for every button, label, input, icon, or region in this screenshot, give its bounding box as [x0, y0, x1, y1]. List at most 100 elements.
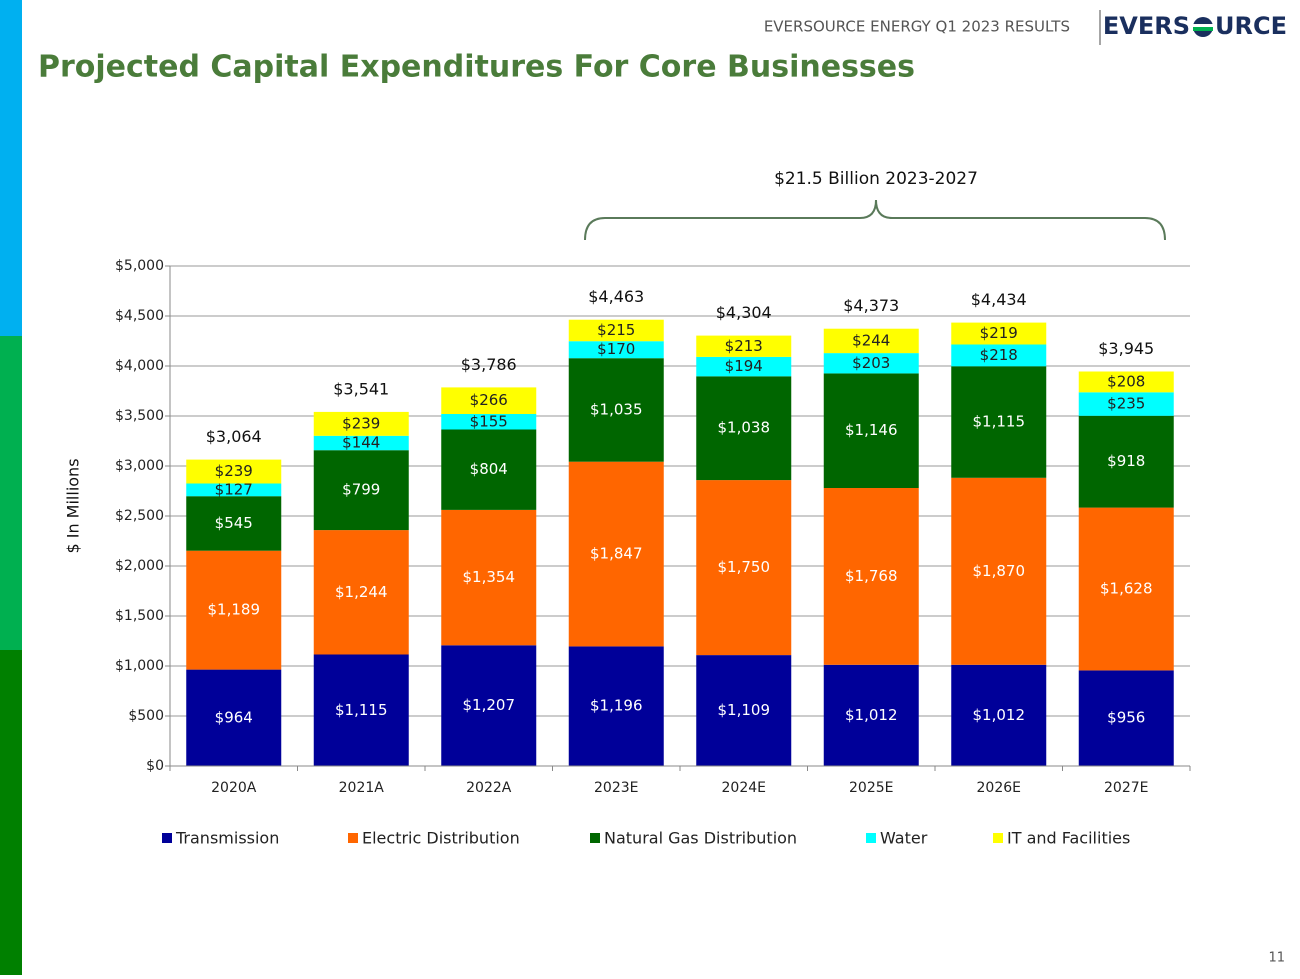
data-label: $203 — [852, 354, 890, 372]
data-label: $964 — [215, 708, 253, 726]
y-axis-label: $ In Millions — [64, 458, 83, 553]
bar-segment — [823, 328, 919, 354]
x-tick-label: 2025E — [849, 780, 893, 796]
bar-segment — [186, 550, 282, 670]
stripe-dark-green — [0, 650, 22, 975]
data-label: $194 — [725, 357, 763, 375]
data-label: $235 — [1107, 395, 1145, 413]
x-tick-label: 2027E — [1104, 780, 1148, 796]
total-label: $4,463 — [588, 287, 644, 306]
bar-segment — [186, 483, 282, 497]
legend-label: Natural Gas Distribution — [604, 829, 797, 848]
data-label: $266 — [470, 391, 508, 409]
logo-icon — [1192, 17, 1214, 37]
y-tick-label: $1,500 — [115, 608, 164, 624]
total-label: $3,064 — [206, 427, 262, 446]
y-tick-label: $1,000 — [115, 658, 164, 674]
data-label: $215 — [597, 321, 635, 339]
page-number: 11 — [1268, 951, 1285, 966]
y-tick-label: $2,500 — [115, 508, 164, 524]
bar-segment — [823, 664, 919, 766]
data-label: $1,244 — [335, 583, 388, 601]
data-label: $1,196 — [590, 697, 643, 715]
bar-segment — [1078, 507, 1174, 671]
legend-label: IT and Facilities — [1007, 829, 1130, 848]
total-label: $4,304 — [716, 303, 772, 322]
data-label: $804 — [470, 460, 508, 478]
data-label: $918 — [1107, 452, 1145, 470]
total-label: $3,786 — [461, 355, 517, 374]
y-tick-label: $0 — [146, 758, 164, 774]
total-label: $3,541 — [333, 379, 389, 398]
bar-segment — [186, 459, 282, 484]
bar-segment — [696, 376, 792, 481]
legend-swatch — [590, 833, 600, 843]
bar-segment — [568, 341, 664, 359]
total-label: $4,373 — [843, 296, 899, 315]
bar-segment — [1078, 670, 1174, 766]
data-label: $1,207 — [463, 696, 516, 714]
x-tick-label: 2026E — [977, 780, 1021, 796]
bar-segment — [951, 344, 1047, 367]
data-label: $1,109 — [718, 701, 771, 719]
y-tick-label: $4,000 — [115, 358, 164, 374]
bar-segment — [951, 664, 1047, 766]
data-label: $1,189 — [208, 601, 261, 619]
report-label: EVERSOURCE ENERGY Q1 2023 RESULTS — [764, 18, 1070, 36]
bar-segment — [823, 353, 919, 374]
bar-segment — [441, 645, 537, 766]
data-label: $1,146 — [845, 421, 898, 439]
bar-segment — [696, 356, 792, 377]
data-label: $1,847 — [590, 545, 643, 563]
total-label: $3,945 — [1098, 339, 1154, 358]
bar-segment — [441, 509, 537, 646]
legend-label: Transmission — [175, 829, 279, 848]
bar-segment — [696, 335, 792, 357]
data-label: $1,354 — [463, 568, 516, 586]
data-label: $1,768 — [845, 567, 898, 585]
data-label: $956 — [1107, 709, 1145, 727]
logo-left: EVERS — [1103, 12, 1190, 40]
data-label: $170 — [597, 340, 635, 358]
legend-swatch — [993, 833, 1003, 843]
bar-segment — [823, 373, 919, 488]
bar-segment — [823, 488, 919, 665]
bar-segment — [441, 429, 537, 510]
bar-segment — [951, 366, 1047, 478]
data-label: $244 — [852, 331, 890, 349]
bar-segment — [951, 322, 1047, 345]
y-tick-label: $2,000 — [115, 558, 164, 574]
data-label: $208 — [1107, 372, 1145, 390]
legend-label: Water — [880, 829, 928, 848]
legend-label: Electric Distribution — [362, 829, 520, 848]
bar-segment — [568, 461, 664, 647]
brace — [584, 199, 1166, 241]
bar-segment — [1078, 371, 1174, 393]
bar-segment — [568, 358, 664, 462]
data-label: $239 — [215, 462, 253, 480]
stripe-green — [0, 336, 22, 650]
y-tick-label: $3,000 — [115, 458, 164, 474]
annotation: $21.5 Billion 2023-2027 — [774, 169, 978, 189]
y-tick-label: $3,500 — [115, 408, 164, 424]
data-label: $1,628 — [1100, 580, 1153, 598]
data-label: $219 — [980, 324, 1018, 342]
bar-segment — [696, 655, 792, 766]
data-label: $1,038 — [718, 419, 771, 437]
data-label: $545 — [215, 514, 253, 532]
legend-swatch — [348, 833, 358, 843]
data-label: $213 — [725, 337, 763, 355]
data-label: $799 — [342, 481, 380, 499]
bar-segment — [441, 414, 537, 430]
bar-segment — [568, 646, 664, 766]
total-label: $4,434 — [971, 290, 1027, 309]
bar-segment — [313, 530, 409, 655]
data-label: $144 — [342, 434, 380, 452]
bar-segment — [1078, 415, 1174, 508]
x-tick-label: 2021A — [339, 780, 385, 796]
y-tick-label: $5,000 — [115, 258, 164, 274]
data-label: $1,115 — [973, 413, 1026, 431]
bar-segment — [441, 387, 537, 414]
title: Projected Capital Expenditures For Core … — [38, 50, 915, 85]
stripe-blue — [0, 0, 22, 336]
